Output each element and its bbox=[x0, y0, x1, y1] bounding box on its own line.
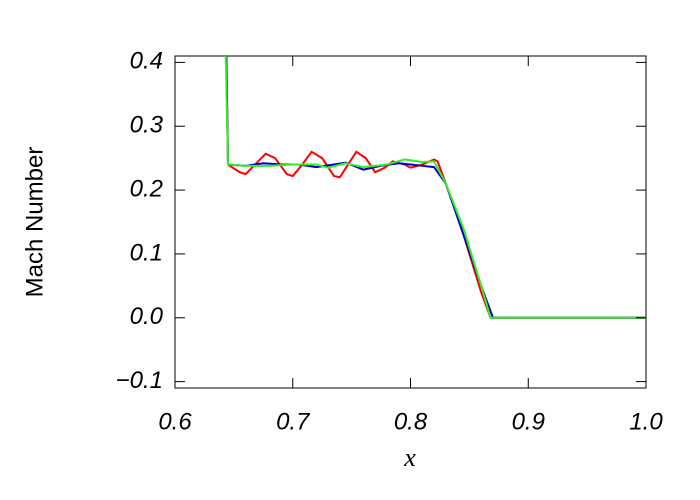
x-axis-label: x bbox=[403, 443, 416, 472]
x-tick-label: 0.8 bbox=[394, 408, 428, 435]
plot-lines bbox=[224, 56, 646, 319]
x-tick-label: 1.0 bbox=[629, 408, 663, 435]
y-tick-label: 0.2 bbox=[130, 175, 163, 202]
y-tick-label: 0.1 bbox=[130, 239, 163, 266]
y-tick-label: 0.4 bbox=[130, 48, 163, 75]
y-axis-label: Mach Number bbox=[21, 147, 48, 298]
y-tick-label: 0.3 bbox=[130, 112, 164, 139]
x-tick-label: 0.9 bbox=[512, 408, 545, 435]
x-tick-label: 0.6 bbox=[158, 408, 192, 435]
data-line bbox=[224, 56, 646, 319]
y-tick-label: 0.0 bbox=[130, 303, 164, 330]
y-tick-label: −0.1 bbox=[116, 367, 163, 394]
x-tick-label: 0.7 bbox=[276, 408, 311, 435]
plot-frame bbox=[174, 55, 647, 389]
data-line bbox=[225, 56, 646, 319]
data-line bbox=[225, 56, 646, 319]
